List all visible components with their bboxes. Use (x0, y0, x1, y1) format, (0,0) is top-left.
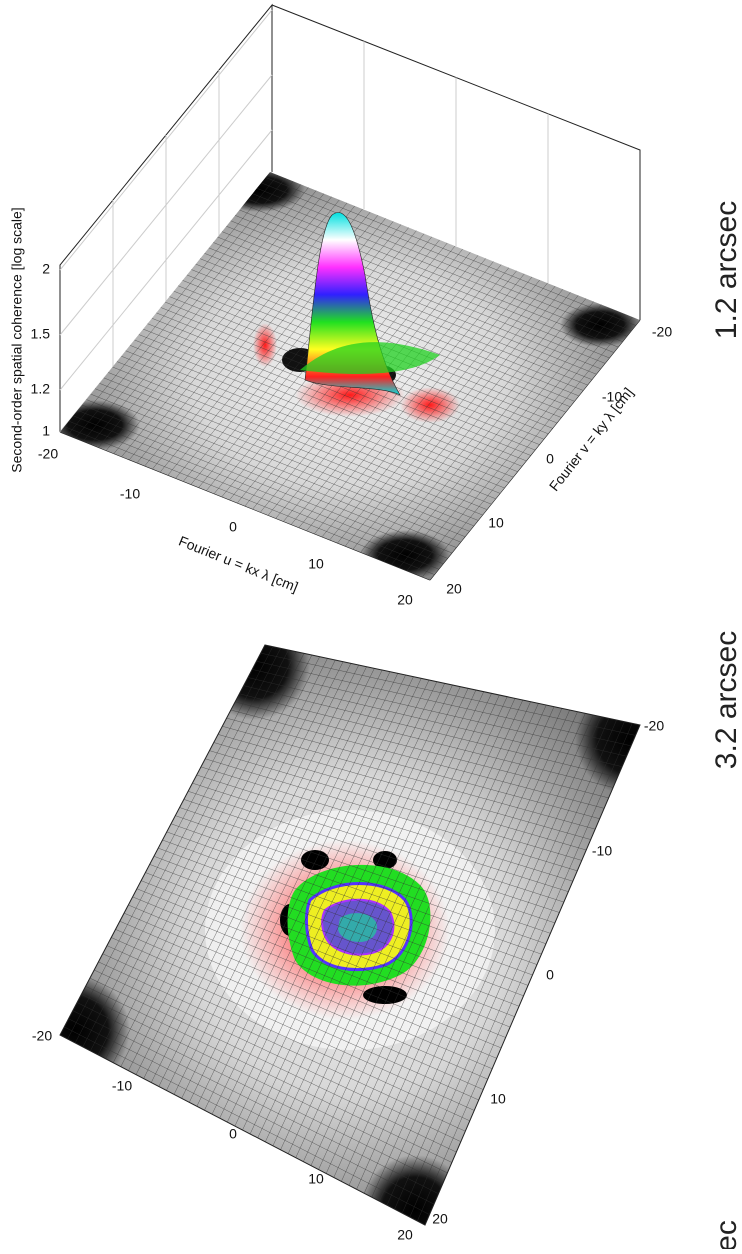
mesh-line (406, 310, 618, 571)
shadow (575, 685, 640, 795)
mesh-line (368, 295, 579, 556)
mesh-line (261, 182, 632, 332)
mesh-line (398, 307, 610, 568)
v-tick-label: -20 (652, 324, 672, 340)
mesh-line (414, 313, 625, 574)
mesh-line (239, 209, 610, 359)
mesh-line (409, 721, 625, 1218)
mesh-line (64, 1026, 430, 1215)
z-tick-label: 1 (42, 423, 50, 439)
u-tick-label: 0 (229, 1126, 237, 1142)
z-tick-label: 1.5 (31, 326, 51, 342)
shadow (60, 400, 140, 450)
u-tick-label: -10 (120, 486, 140, 502)
wall-grid-line (59, 74, 273, 336)
mesh-line (72, 1010, 439, 1194)
wall-grid-line (59, 9, 273, 271)
mesh-line (375, 298, 587, 559)
v-tick-label: 10 (488, 515, 504, 531)
z-tick-label: 1.2 (31, 381, 51, 397)
wall-grid-line (59, 129, 273, 391)
mesh (64, 646, 636, 1222)
mesh-line (243, 204, 614, 353)
mesh-line (94, 969, 461, 1142)
right-wall (271, 4, 641, 320)
shadow (215, 172, 305, 212)
v-tick-label: 10 (490, 1091, 506, 1107)
mesh-line (256, 188, 627, 337)
u-tick-label: 20 (397, 592, 413, 608)
mesh-line (89, 977, 457, 1153)
u-tick-label: -20 (32, 1028, 52, 1044)
v-tick-label: -20 (644, 718, 664, 734)
side-label: 1.2 arcsec (710, 201, 742, 339)
mesh-line (394, 718, 609, 1210)
mesh-line (76, 1002, 444, 1184)
mesh-line (81, 994, 448, 1174)
side-label: ec (710, 1220, 742, 1249)
v-tick-label: -10 (592, 843, 612, 859)
mesh (64, 174, 636, 578)
hole (363, 986, 407, 1004)
mesh-line (422, 316, 633, 578)
mesh-line (68, 1018, 435, 1205)
surface (60, 645, 640, 1225)
mesh-line (265, 177, 636, 326)
mesh-line (252, 193, 623, 342)
side-label: 3.2 arcsec (710, 631, 742, 769)
mesh-line (379, 714, 594, 1202)
u-tick-label: 0 (229, 519, 237, 535)
mesh-line (248, 198, 619, 348)
u-tick-label: -20 (38, 446, 58, 462)
v-tick-label: 20 (446, 581, 462, 597)
peak-base (300, 342, 440, 375)
u-tick-label: 10 (308, 1171, 324, 1187)
z-axis-label: Second-order spatial coherence [log scal… (9, 207, 25, 472)
glow (253, 323, 277, 367)
contour (338, 913, 378, 942)
u-tick-label: -10 (112, 1078, 132, 1094)
surface-edge (59, 644, 641, 1226)
v-tick-label: -10 (602, 389, 622, 405)
mesh-line (417, 723, 633, 1222)
v-tick-label: 20 (432, 1211, 448, 1227)
mesh-line (401, 719, 617, 1214)
mesh-line (85, 986, 452, 1163)
mesh-line (391, 304, 602, 565)
u-axis-label: Fourier u = kx λ [cm] (177, 533, 301, 595)
u-tick-label: 20 (397, 1227, 413, 1243)
hole (301, 850, 329, 870)
mesh-line (383, 301, 594, 562)
mesh-line (371, 713, 586, 1198)
u-tick-label: 10 (308, 556, 324, 572)
v-tick-label: 0 (546, 451, 554, 467)
v-tick-label: 0 (546, 967, 554, 983)
mesh-line (386, 716, 602, 1206)
z-tick-label: 2 (42, 261, 50, 277)
shadow (560, 303, 640, 347)
